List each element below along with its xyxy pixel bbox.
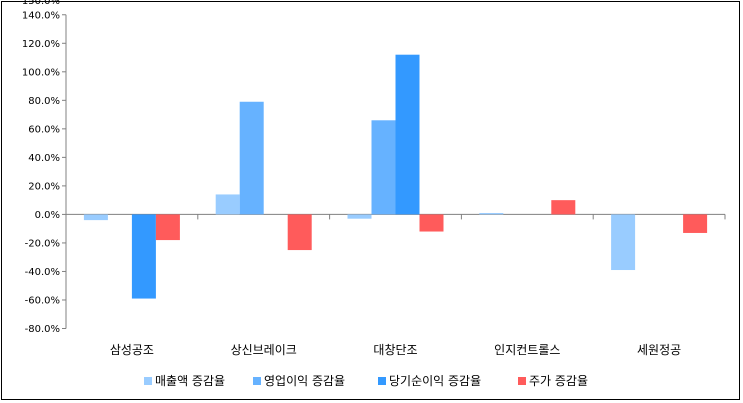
y-tick-label: 100.0% <box>22 67 60 78</box>
category-label: 세원정공 <box>637 343 681 357</box>
bar <box>347 214 372 219</box>
y-tick-label: 150.0% <box>22 0 60 7</box>
y-tick-label: -60.0% <box>25 295 60 306</box>
bar <box>83 214 108 221</box>
legend-label: 매출액 증감율 <box>155 374 225 388</box>
bar <box>395 54 420 215</box>
category-label: 삼성공조 <box>110 343 154 357</box>
legend-swatch <box>144 377 152 385</box>
bar <box>551 200 576 215</box>
legend-label: 주가 증감율 <box>529 374 588 388</box>
y-tick-label: 20.0% <box>28 181 60 192</box>
y-tick-label: 0.0% <box>35 210 60 221</box>
category-label: 인지컨트롤스 <box>494 343 560 357</box>
y-tick-label: 120.0% <box>22 39 60 50</box>
bar <box>371 120 396 215</box>
y-tick-label: -20.0% <box>25 238 60 249</box>
category-label: 대창단조 <box>373 343 417 357</box>
y-tick-label: -80.0% <box>25 324 60 335</box>
legend-label: 영업이익 증감율 <box>264 374 345 388</box>
bar <box>611 214 636 271</box>
bar <box>131 214 156 299</box>
legend-swatch <box>378 377 386 385</box>
bar <box>683 214 708 233</box>
bar <box>287 214 312 251</box>
legend-swatch <box>518 377 526 385</box>
legend-label: 당기순이익 증감율 <box>389 374 481 388</box>
y-tick-label: 140.0% <box>22 10 60 21</box>
bar <box>479 212 504 215</box>
legend-swatch <box>253 377 261 385</box>
y-tick-label: 60.0% <box>28 124 60 135</box>
bar <box>239 101 264 215</box>
y-tick-label: -40.0% <box>25 267 60 278</box>
category-label: 상신브레이크 <box>231 343 297 357</box>
bar <box>419 214 444 232</box>
y-tick-label: 80.0% <box>28 96 60 107</box>
bar <box>215 194 240 215</box>
bar <box>155 214 180 241</box>
y-tick-label: 40.0% <box>28 153 60 164</box>
